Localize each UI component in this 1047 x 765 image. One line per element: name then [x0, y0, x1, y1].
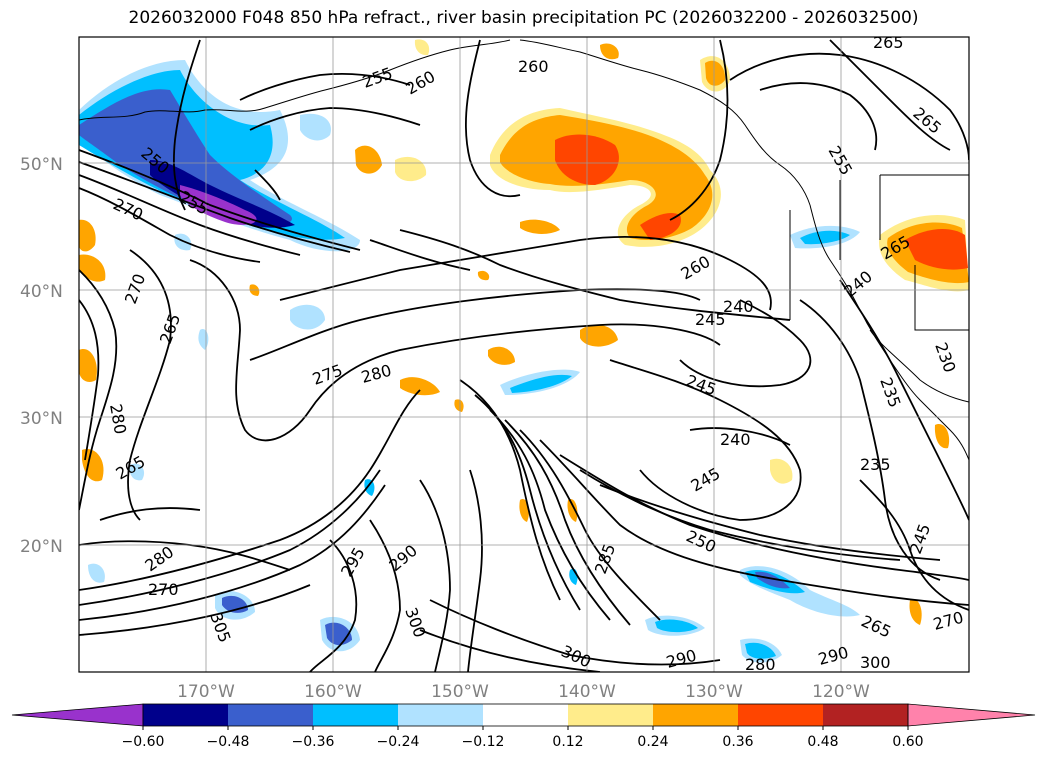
contour-label: 300	[860, 653, 891, 672]
map-frame	[78, 36, 970, 673]
lon-label: 160°W	[304, 682, 362, 702]
map-layers: 265 260 255 260 265 250 255 270 265 270 …	[79, 33, 969, 674]
colorbar-segment	[823, 704, 908, 726]
lon-label: 170°W	[177, 682, 235, 702]
colorbar-tick-label: 0.12	[552, 734, 583, 750]
contour-label: 265	[873, 33, 904, 52]
refractivity-contours	[79, 39, 969, 672]
contour-label: 260	[518, 57, 549, 76]
colorbar-extension-max	[907, 703, 1036, 727]
colorbar-tick-label: 0.24	[637, 734, 668, 750]
colorbar-tick-label: −0.48	[207, 734, 250, 750]
lon-label: 150°W	[431, 682, 489, 702]
negative-precip-shading	[79, 60, 860, 663]
colorbar: −0.60 −0.48 −0.36 −0.24 −0.12 0.12 0.24 0.36 0.4…	[11, 703, 1036, 750]
lat-label: 20°N	[20, 537, 63, 557]
contour-label: 240	[720, 430, 751, 449]
contour-label: 245	[695, 310, 726, 329]
coastlines	[79, 39, 969, 461]
lon-label: 130°W	[685, 682, 743, 702]
contour-label: 280	[745, 655, 776, 674]
contour-label: 240	[723, 297, 754, 316]
contour-label: 235	[860, 455, 891, 474]
colorbar-tick-label: 0.60	[892, 734, 923, 750]
lat-label: 30°N	[20, 409, 63, 429]
colorbar-segment	[568, 704, 653, 726]
colorbar-tick-label: −0.12	[462, 734, 505, 750]
colorbar-tick-label: −0.60	[122, 734, 165, 750]
colorbar-segment	[228, 704, 313, 726]
graticule	[79, 37, 969, 672]
colorbar-tick-label: 0.36	[722, 734, 753, 750]
colorbar-segment	[313, 704, 398, 726]
colorbar-segment	[398, 704, 483, 726]
colorbar-extension-min	[11, 703, 144, 727]
lat-label: 50°N	[20, 155, 63, 175]
colorbar-segment	[653, 704, 738, 726]
colorbar-tick-label: −0.24	[377, 734, 420, 750]
colorbar-segment	[483, 704, 568, 726]
positive-precip-shading	[79, 39, 969, 625]
lon-label: 120°W	[812, 682, 870, 702]
lon-label: 140°W	[558, 682, 616, 702]
colorbar-segment	[143, 704, 228, 726]
contour-label: 270	[148, 580, 179, 599]
lat-label: 40°N	[20, 282, 63, 302]
map-title: 2026032000 F048 850 hPa refract., river …	[128, 8, 919, 28]
colorbar-frame	[142, 703, 909, 727]
colorbar-tick-label: −0.36	[292, 734, 335, 750]
colorbar-segment	[738, 704, 823, 726]
colorbar-tick-label: 0.48	[807, 734, 838, 750]
